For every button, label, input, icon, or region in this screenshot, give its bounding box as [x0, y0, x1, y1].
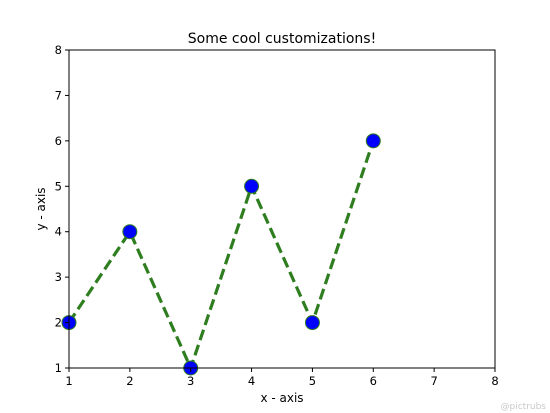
x-tick-label-6: 7 — [430, 374, 437, 388]
x-tick-label-3: 4 — [248, 374, 255, 388]
axes-frame — [68, 49, 496, 369]
y-axis-ticks: 1 2 3 4 5 6 7 8 — [55, 43, 69, 375]
x-axis-ticks: 1 2 3 4 5 6 7 8 — [65, 368, 499, 388]
x-tick-label-4: 5 — [309, 374, 316, 388]
x-tick-label-5: 6 — [370, 374, 377, 388]
x-axis-label: x - axis — [260, 391, 303, 405]
y-tick-label-2: 3 — [55, 270, 62, 284]
y-tick-label-4: 5 — [55, 179, 62, 193]
chart-title: Some cool customizations! — [188, 31, 376, 47]
y-tick-label-0: 1 — [55, 361, 62, 375]
y-tick-label-1: 2 — [55, 316, 62, 330]
y-tick-label-7: 8 — [55, 43, 62, 57]
x-tick-label-0: 1 — [65, 374, 72, 388]
series-line-0 — [67, 140, 375, 370]
data-point-5 — [365, 133, 381, 149]
data-point-1 — [122, 224, 138, 240]
data-point-3 — [244, 178, 260, 194]
y-tick-label-6: 7 — [55, 88, 62, 102]
watermark: @pictrubs — [501, 402, 547, 412]
x-tick-label-2: 3 — [187, 374, 194, 388]
x-tick-label-1: 2 — [126, 374, 133, 388]
y-tick-label-3: 4 — [55, 225, 62, 239]
plot-area — [61, 133, 381, 376]
y-tick-label-5: 6 — [55, 134, 62, 148]
x-tick-label-7: 8 — [491, 374, 498, 388]
data-point-4 — [304, 315, 320, 331]
y-axis-label: y - axis — [34, 187, 48, 230]
